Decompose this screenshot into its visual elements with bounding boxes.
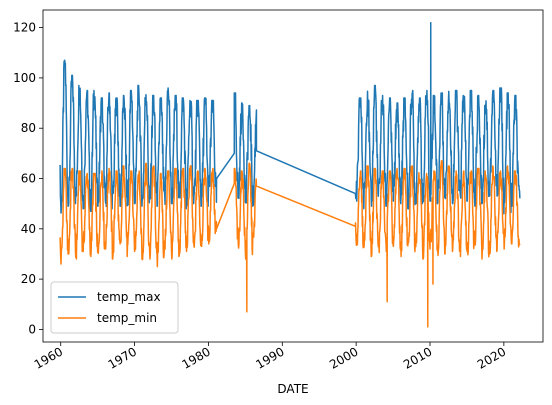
x-axis-label: DATE: [277, 382, 308, 396]
y-tick-label: 60: [21, 172, 36, 186]
y-tick-label: 0: [28, 322, 36, 336]
legend-label-temp-min: temp_min: [97, 311, 157, 325]
y-tick-label: 120: [13, 21, 36, 35]
legend-label-temp-max: temp_max: [97, 290, 161, 304]
y-tick-label: 40: [21, 222, 36, 236]
y-tick-label: 20: [21, 272, 36, 286]
y-tick-label: 80: [21, 121, 36, 135]
y-tick-label: 100: [13, 71, 36, 85]
legend: temp_max temp_min: [51, 282, 178, 333]
